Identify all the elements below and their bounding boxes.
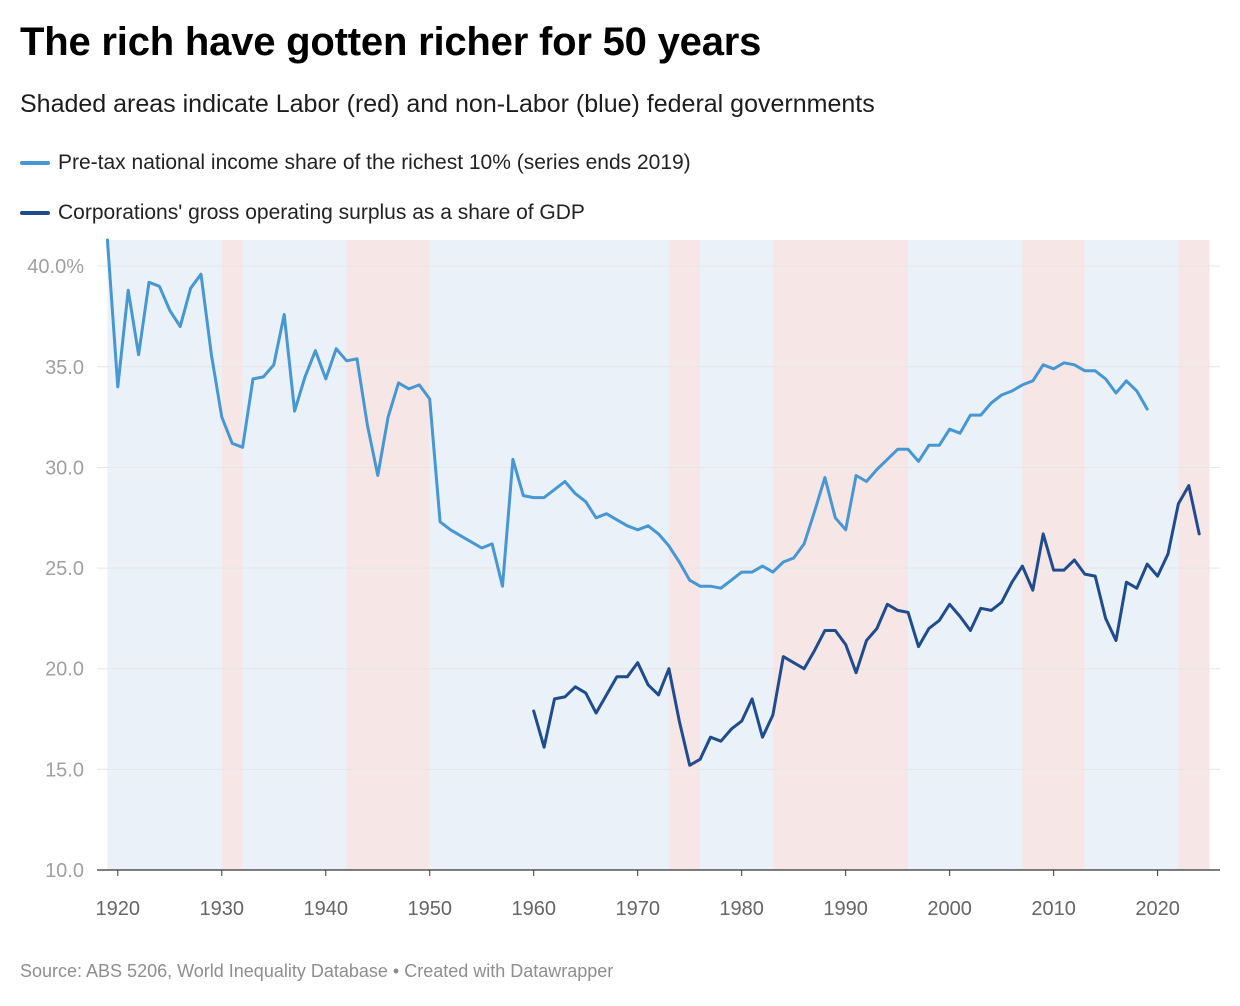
- chart-subtitle: Shaded areas indicate Labor (red) and no…: [20, 90, 875, 118]
- y-tick-label: 25.0: [45, 558, 84, 580]
- legend-label-surplus: Corporations' gross operating surplus as…: [58, 201, 585, 224]
- series-line-surplus: [532, 484, 1201, 767]
- shade-nonlabor-1976: [700, 240, 773, 870]
- x-axis: 1920 1930 1940 1950 1960 1970 1980 1990 2000 2010…: [96, 870, 1180, 920]
- shade-nonlabor-1950: [429, 240, 669, 870]
- y-tick-label: 15.0: [45, 759, 84, 781]
- chart-legend: Pre-tax national income share of the ric…: [20, 148, 691, 248]
- shade-labor-2022: [1178, 240, 1210, 870]
- series-lines: [105, 238, 1201, 767]
- legend-item-surplus: Corporations' gross operating surplus as…: [20, 198, 691, 228]
- gridlines: [97, 265, 1220, 871]
- legend-item-top10: Pre-tax national income share of the ric…: [20, 148, 691, 178]
- x-tick-label: 1990: [823, 898, 868, 920]
- y-tick-label: 30.0: [45, 457, 84, 479]
- shade-nonlabor-1932: [242, 240, 347, 870]
- shade-nonlabor-2013: [1084, 240, 1179, 870]
- x-tick-label: 1960: [511, 898, 556, 920]
- x-tick-label: 1920: [96, 898, 141, 920]
- legend-swatch-top10: [20, 161, 50, 165]
- shade-labor-1930: [221, 240, 243, 870]
- legend-swatch-surplus: [20, 211, 50, 215]
- x-tick-label: 1930: [200, 898, 245, 920]
- shade-nonlabor-1996: [908, 240, 1023, 870]
- government-shading: [107, 240, 1210, 870]
- x-tick-label: 2010: [1031, 898, 1076, 920]
- shade-nonlabor-1919: [107, 240, 222, 870]
- x-tick-label: 1950: [407, 898, 452, 920]
- x-tick-label: 2020: [1135, 898, 1180, 920]
- shade-labor-2007: [1022, 240, 1085, 870]
- y-axis: 10.0 15.0 20.0 25.0 30.0 35.0 40.0%: [27, 256, 84, 882]
- y-tick-label: 40.0%: [27, 256, 84, 278]
- source-note: Source: ABS 5206, World Inequality Datab…: [20, 961, 614, 981]
- line-chart: 10.015.020.025.030.035.040.0% 1920 1930 19…: [27, 238, 1220, 920]
- x-tick-label: 1970: [615, 898, 660, 920]
- y-tick-label: 35.0: [45, 357, 84, 379]
- chart-title: The rich have gotten richer for 50 years: [20, 20, 762, 64]
- y-tick-label: 10.0: [45, 860, 84, 882]
- legend-label-top10: Pre-tax national income share of the ric…: [58, 151, 691, 174]
- x-tick-label: 1980: [719, 898, 764, 920]
- series-line-top10: [105, 238, 1149, 590]
- y-tick-label: 20.0: [45, 659, 84, 681]
- shade-labor-1983: [772, 240, 909, 870]
- shade-labor-1942: [346, 240, 430, 870]
- x-tick-label: 1940: [304, 898, 349, 920]
- x-tick-label: 2000: [927, 898, 972, 920]
